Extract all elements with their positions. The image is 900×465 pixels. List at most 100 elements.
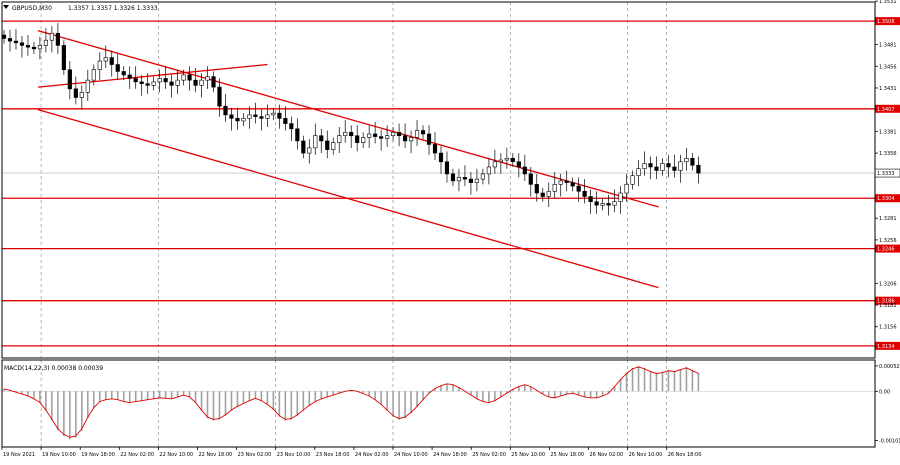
candle-body <box>474 178 479 183</box>
candle-body <box>618 192 623 203</box>
candle-body <box>229 114 234 119</box>
price-tick-label: 1.3531 <box>879 0 897 5</box>
candle-body <box>307 147 312 154</box>
candle-body <box>600 203 605 206</box>
candle-body <box>295 128 300 142</box>
candle-body <box>636 168 641 176</box>
candle-body <box>349 131 354 137</box>
time-tick-label: 23 Nov 02:00 <box>238 452 272 458</box>
candle-body <box>49 32 54 41</box>
channel-trendline <box>37 109 659 289</box>
candle-body <box>343 131 348 137</box>
candle-body <box>355 135 360 143</box>
price-tick-label: 1.3181 <box>879 303 897 309</box>
channel-trendline <box>37 63 268 88</box>
candle-body <box>313 135 318 149</box>
candle-body <box>289 123 294 130</box>
candle-body <box>121 71 126 76</box>
level-price-tag <box>875 296 900 305</box>
candle-body <box>678 161 683 171</box>
time-tick-label: 19 Nov 2021 <box>3 452 35 458</box>
candle-body <box>516 161 521 168</box>
price-tick-label: 1.3381 <box>879 129 897 135</box>
candle-body <box>672 166 677 171</box>
candle-body <box>528 173 533 185</box>
level-price-label: 1.3186 <box>877 299 895 305</box>
candle-body <box>67 69 72 90</box>
candle-body <box>217 86 222 107</box>
chevron-down-icon[interactable] <box>3 5 9 9</box>
candle-body <box>205 76 210 81</box>
candle-body <box>181 74 186 81</box>
candle-body <box>223 105 228 116</box>
candle-body <box>666 163 671 168</box>
candle-body <box>552 184 557 192</box>
candle-body <box>546 190 551 197</box>
time-tick-label: 22 Nov 02:00 <box>120 452 154 458</box>
time-tick-label: 26 Nov 10:00 <box>629 452 663 458</box>
candle-body <box>193 79 198 86</box>
candle-body <box>504 157 509 161</box>
candle-body <box>337 135 342 143</box>
candle-body <box>402 135 408 142</box>
candle-body <box>73 88 78 98</box>
candle-body <box>534 184 539 194</box>
candle-body <box>648 163 653 168</box>
candle-body <box>624 184 629 194</box>
candle-body <box>199 79 204 86</box>
candle-body <box>241 118 246 122</box>
candle-body <box>301 140 306 154</box>
candle-body <box>379 136 384 139</box>
price-tick-label: 1.3156 <box>879 325 897 331</box>
candle-body <box>55 32 60 46</box>
candlestick-series <box>1 22 701 216</box>
time-tick-label: 19 Nov 18:00 <box>81 452 115 458</box>
candle-body <box>420 130 426 135</box>
candle-body <box>85 79 90 93</box>
current-price-label: 1.3333 <box>877 171 895 177</box>
candle-body <box>211 76 216 88</box>
price-tick-label: 1.3356 <box>879 151 897 157</box>
candle-body <box>690 157 695 166</box>
level-price-tag <box>875 104 900 113</box>
macd-signal-line <box>3 366 699 438</box>
candle-body <box>391 131 396 137</box>
time-tick-label: 26 Nov 18:00 <box>668 452 702 458</box>
candle-body <box>426 133 432 145</box>
time-tick-label: 23 Nov 18:00 <box>316 452 350 458</box>
candle-body <box>97 60 102 71</box>
macd-tick-label: 0.00 <box>879 389 890 395</box>
time-tick-label: 26 Nov 02:00 <box>590 452 624 458</box>
support-resistance-levels: 1.3508 1.3407 1.3304 1.3246 1.3186 1.3134 1.33… <box>2 17 900 350</box>
candle-body <box>259 116 264 119</box>
channel-trendlines <box>37 30 659 289</box>
candle-body <box>19 42 25 46</box>
candle-body <box>606 203 611 206</box>
candle-body <box>480 173 485 180</box>
candle-body <box>253 114 258 117</box>
level-price-tag <box>875 194 900 203</box>
time-tick-label: 19 Nov 10:00 <box>42 452 76 458</box>
level-price-label: 1.3508 <box>877 19 895 25</box>
candle-body <box>612 201 617 206</box>
candle-body <box>570 182 575 187</box>
candle-body <box>522 166 527 175</box>
candle-body <box>642 163 647 170</box>
time-tick-label: 22 Nov 18:00 <box>199 452 233 458</box>
candle-body <box>31 46 37 50</box>
candle-body <box>576 185 581 192</box>
candle-body <box>43 39 48 46</box>
candle-body <box>456 177 462 182</box>
macd-tick-label: -0.00101 <box>879 439 900 445</box>
candle-body <box>25 45 31 48</box>
level-price-label: 1.3407 <box>877 107 895 113</box>
candle-body <box>145 83 150 86</box>
candle-body <box>540 192 545 197</box>
candle-body <box>630 175 635 185</box>
candle-body <box>127 74 132 79</box>
grid-lines <box>40 2 668 447</box>
candle-body <box>498 159 503 163</box>
